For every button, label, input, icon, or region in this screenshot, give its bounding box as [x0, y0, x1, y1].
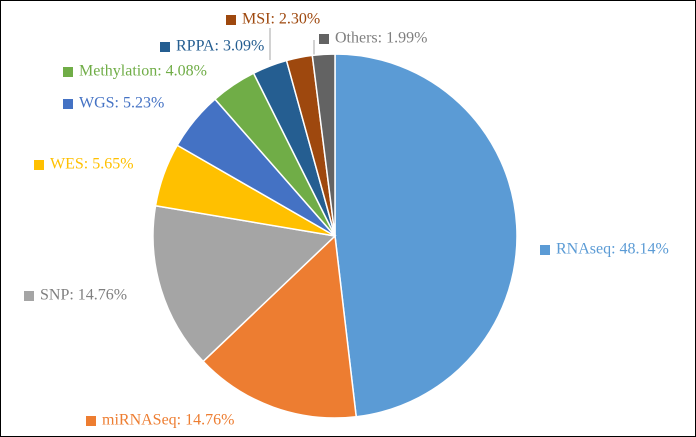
- legend-swatch: [540, 245, 550, 255]
- legend-swatch: [226, 15, 236, 25]
- data-label: RPPA: 3.09%: [176, 38, 264, 55]
- pie-slice: [334, 53, 518, 418]
- data-label: MSI: 2.30%: [242, 11, 320, 28]
- data-label: SNP: 14.76%: [40, 287, 127, 304]
- pie-slice: [202, 234, 358, 419]
- legend-swatch: [24, 291, 34, 301]
- legend-swatch: [86, 416, 96, 426]
- data-label: WGS: 5.23%: [79, 95, 164, 112]
- legend-swatch: [319, 34, 329, 44]
- legend-swatch: [63, 99, 73, 109]
- data-label: Methylation: 4.08%: [79, 63, 207, 80]
- legend-swatch: [160, 42, 170, 52]
- data-label: Others: 1.99%: [335, 30, 427, 47]
- legend-swatch: [63, 67, 73, 77]
- data-label: WES: 5.65%: [50, 156, 134, 173]
- data-label: miRNASeq: 14.76%: [102, 412, 234, 429]
- pie-slice: [311, 53, 336, 237]
- data-label: RNAseq: 48.14%: [556, 241, 669, 258]
- pie-slice: [152, 204, 337, 363]
- legend-swatch: [34, 160, 44, 170]
